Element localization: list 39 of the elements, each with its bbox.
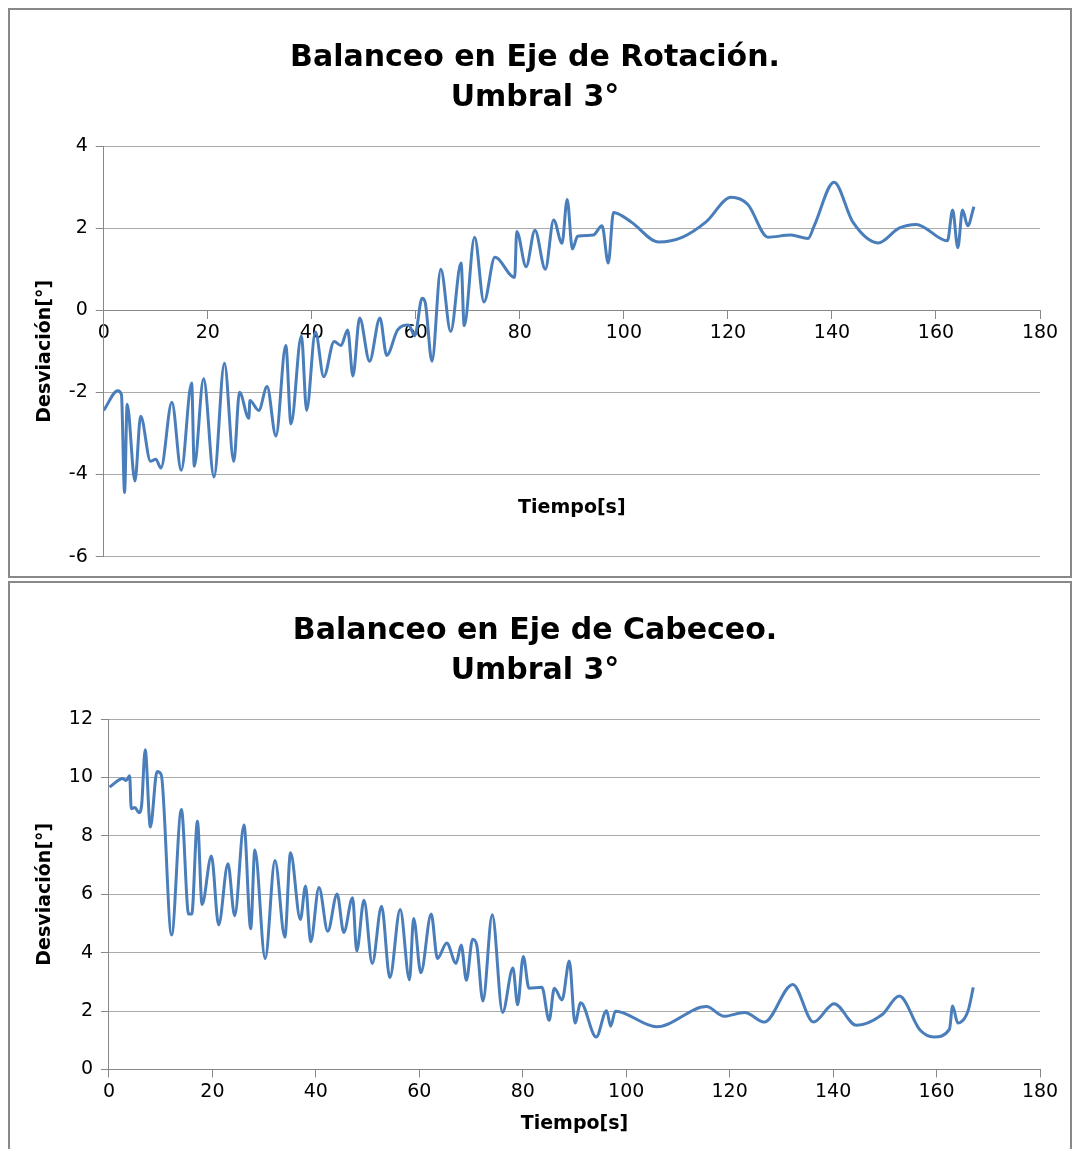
x-tick-label: 20 bbox=[200, 1078, 225, 1101]
x-tick-label: 80 bbox=[507, 319, 532, 342]
y-tick-label: -2 bbox=[68, 379, 88, 402]
y-tick-label: 12 bbox=[68, 705, 93, 728]
y-axis-title: Desviación[°] bbox=[32, 822, 55, 966]
x-tick-label: 180 bbox=[1021, 319, 1059, 342]
y-tick-label: 2 bbox=[80, 997, 93, 1020]
x-tick-label: 120 bbox=[709, 319, 747, 342]
x-tick-label: 40 bbox=[303, 1078, 328, 1101]
x-tick-label: 20 bbox=[195, 319, 220, 342]
chart-title: Balanceo en Eje de Rotación. bbox=[290, 37, 780, 73]
y-tick-label: 10 bbox=[68, 764, 93, 787]
chart-subtitle: Umbral 3° bbox=[450, 650, 620, 686]
chart-title: Balanceo en Eje de Cabeceo. bbox=[292, 610, 778, 646]
x-tick-label: 140 bbox=[813, 319, 851, 342]
y-axis-title: Desviación[°] bbox=[32, 279, 55, 423]
x-tick-label: 180 bbox=[1021, 1078, 1059, 1101]
x-tick-label: 60 bbox=[407, 1078, 432, 1101]
x-tick-label: 80 bbox=[510, 1078, 535, 1101]
y-tick-label: 4 bbox=[80, 939, 93, 962]
x-tick-label: 120 bbox=[711, 1078, 748, 1101]
x-axis-title: Tiempo[s] bbox=[518, 495, 626, 518]
y-tick-label: 2 bbox=[75, 215, 88, 238]
y-tick-label: 4 bbox=[75, 132, 88, 155]
x-tick-label: 160 bbox=[918, 1078, 955, 1101]
y-tick-label: 0 bbox=[75, 297, 88, 320]
x-tick-label: 160 bbox=[917, 319, 955, 342]
y-tick-label: -6 bbox=[68, 543, 88, 566]
x-tick-label: 100 bbox=[608, 1078, 645, 1101]
x-axis-title: Tiempo[s] bbox=[520, 1110, 629, 1133]
x-tick-label: 0 bbox=[102, 1078, 116, 1101]
y-tick-label: -4 bbox=[68, 461, 88, 484]
line-series bbox=[108, 748, 975, 1039]
x-tick-label: 140 bbox=[814, 1078, 852, 1101]
y-tick-label: 0 bbox=[80, 1056, 93, 1079]
chart-subtitle: Umbral 3° bbox=[450, 77, 620, 113]
y-tick-label: 6 bbox=[80, 881, 93, 904]
y-tick-label: 8 bbox=[80, 822, 93, 845]
x-tick-label: 100 bbox=[605, 319, 643, 342]
